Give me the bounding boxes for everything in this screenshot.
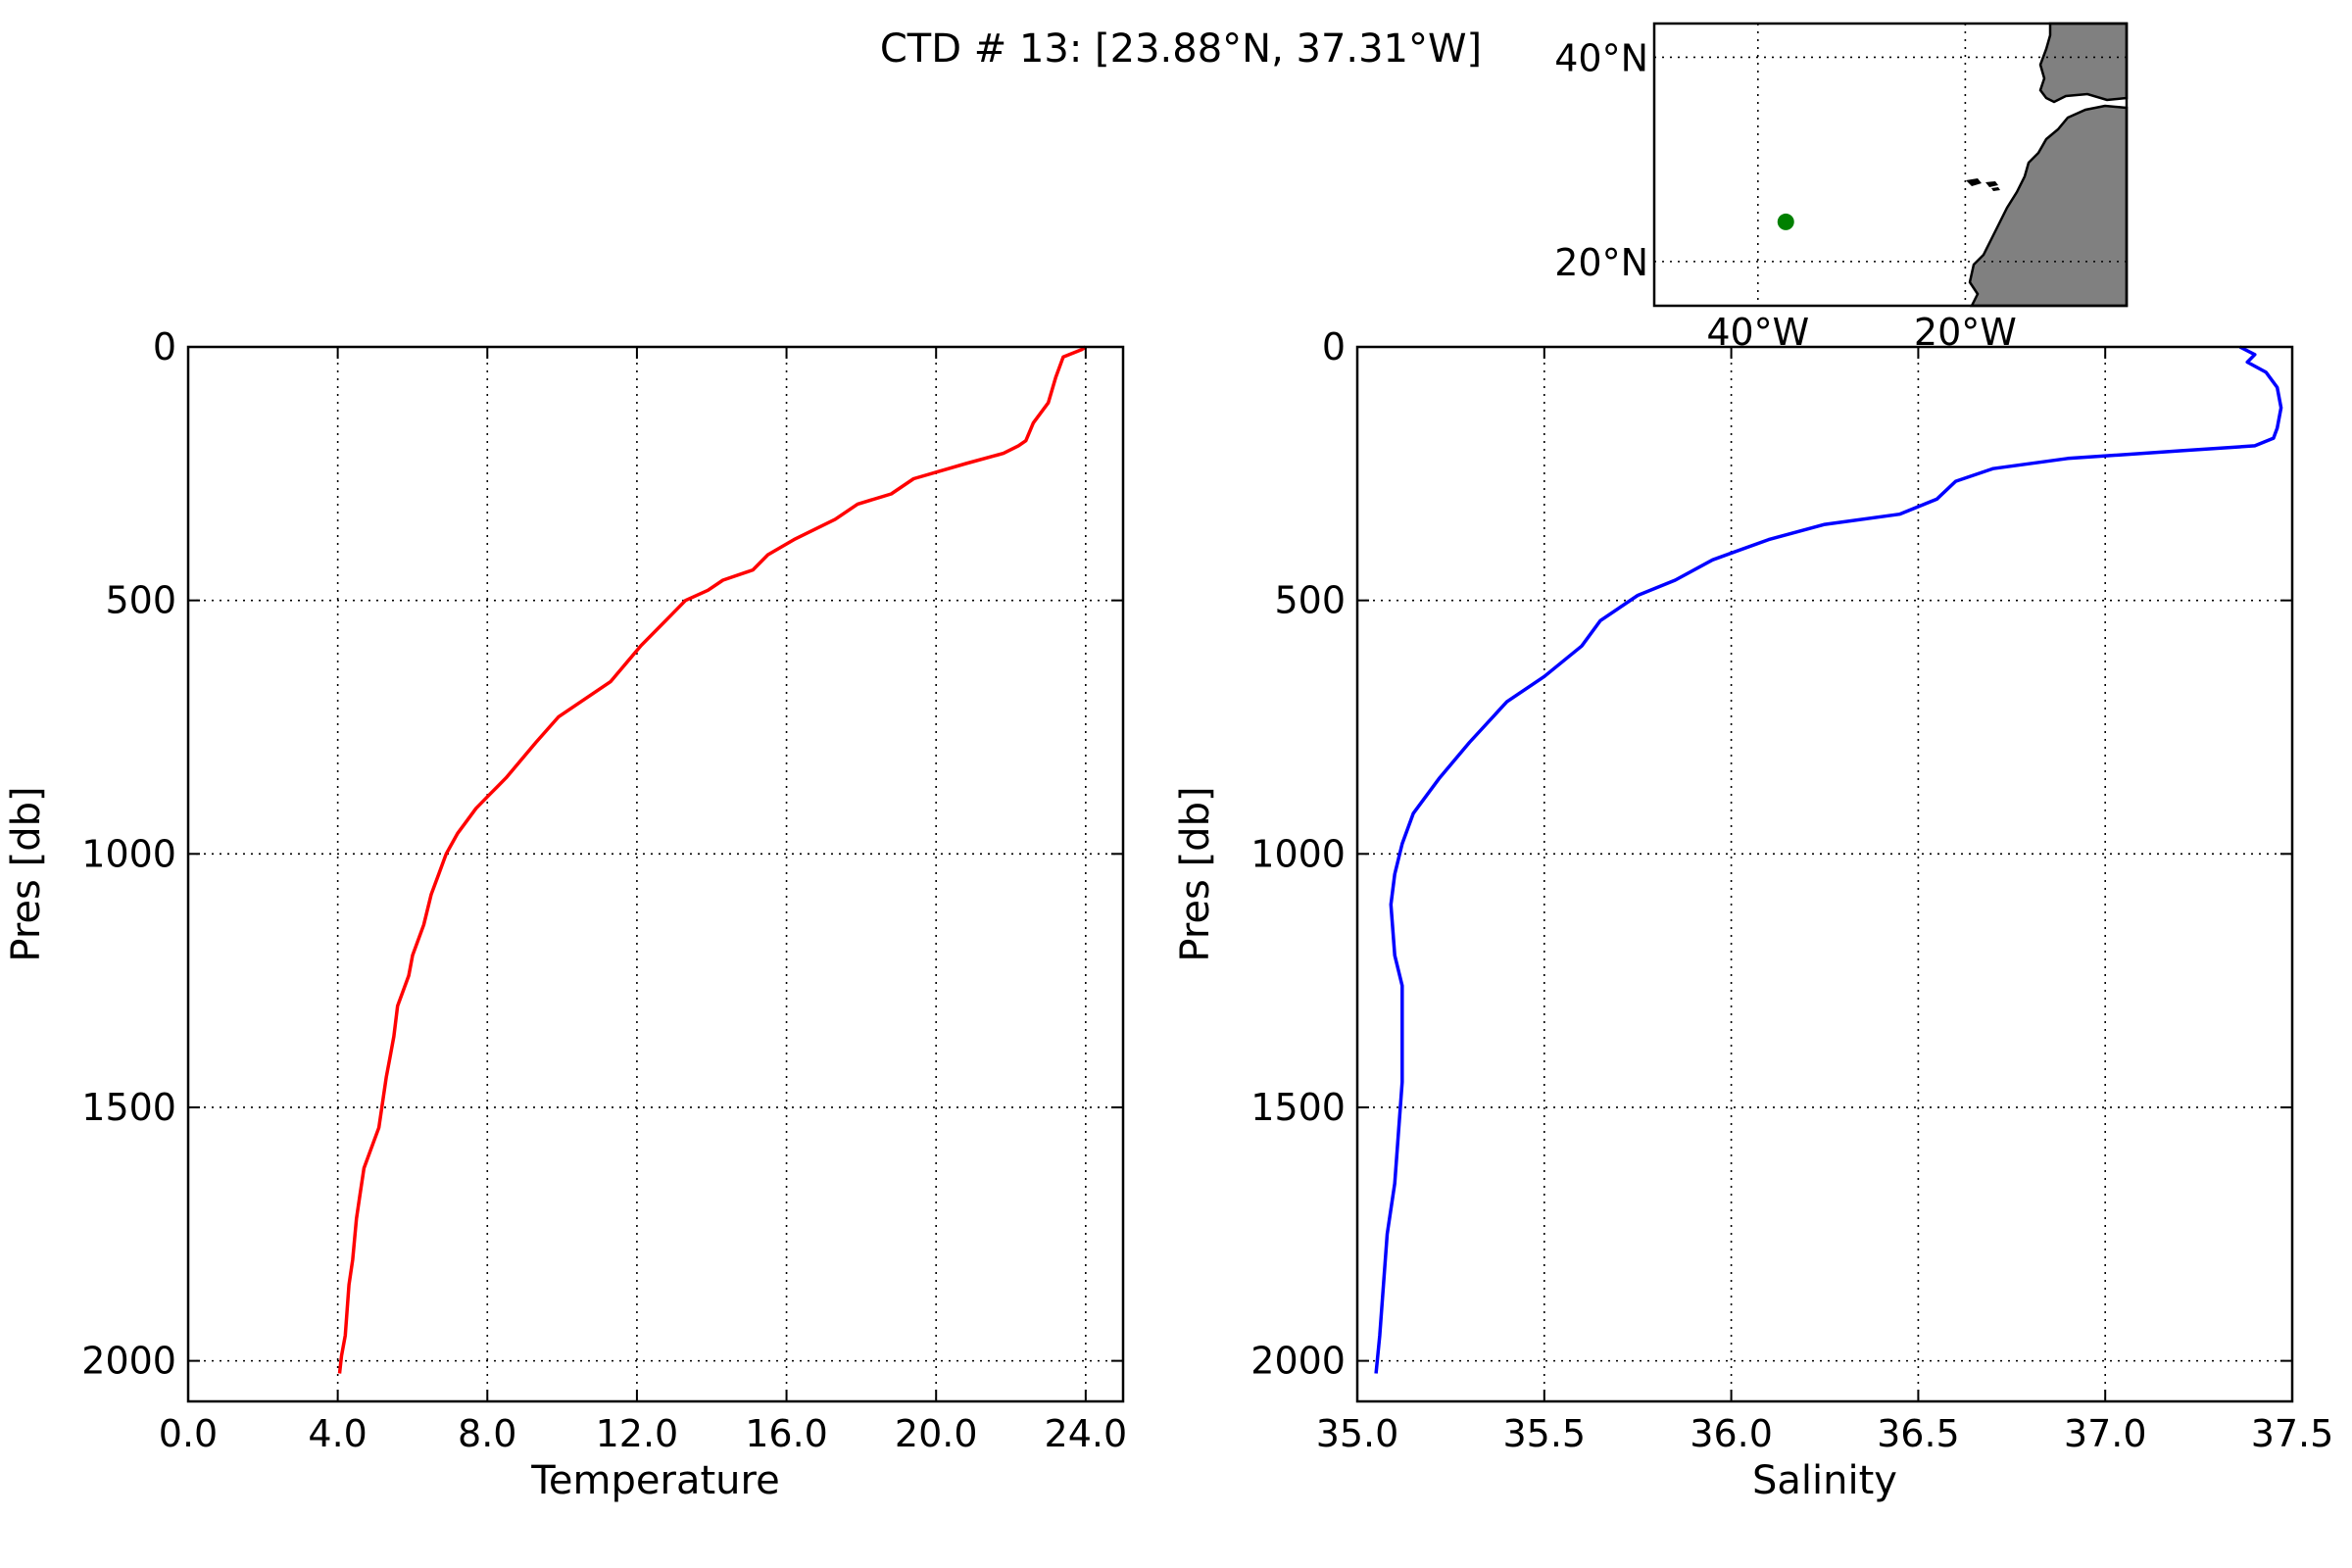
temperature-x-tick-label: 4.0	[308, 1412, 367, 1455]
salinity-x-tick-label: 37.5	[2251, 1412, 2334, 1455]
temperature-ticks: 0.0 4.0 8.0 12.0 16.0 20.0 24.0 0 500 1000 1500 200…	[81, 325, 1127, 1455]
temperature-y-tick-label: 1500	[81, 1086, 176, 1129]
station-marker	[1777, 213, 1794, 230]
temperature-x-tick-label: 0.0	[159, 1412, 218, 1455]
salinity-x-tick-label: 35.5	[1502, 1412, 1586, 1455]
map-frame	[1652, 22, 2129, 308]
canary-island-1	[1966, 178, 1982, 186]
salinity-y-tick-label: 1500	[1250, 1086, 1346, 1129]
land-mass-africa	[1968, 104, 2129, 308]
temperature-x-axis-label: Temperature	[530, 1458, 779, 1503]
temperature-x-tick-label: 12.0	[596, 1412, 679, 1455]
map-graticule	[1654, 24, 2127, 306]
temperature-x-tick-label: 16.0	[745, 1412, 828, 1455]
salinity-axes-frame	[1355, 345, 2294, 1403]
salinity-y-tick-label: 0	[1322, 325, 1346, 368]
map-lat-label: 40°N	[1554, 36, 1648, 79]
temperature-grid	[187, 346, 1123, 1401]
land-mass-iberia	[2038, 22, 2129, 104]
canary-island-2	[1985, 181, 1998, 187]
figure-title: CTD # 13: [23.88°N, 37.31°W]	[880, 26, 1482, 72]
salinity-x-tick-label: 36.0	[1690, 1412, 1773, 1455]
salinity-x-tick-label: 36.5	[1877, 1412, 1960, 1455]
temperature-profile-line	[337, 345, 1087, 1374]
temperature-x-tick-label: 24.0	[1045, 1412, 1128, 1455]
salinity-x-tick-label: 37.0	[2064, 1412, 2147, 1455]
salinity-y-tick-label: 1000	[1250, 832, 1346, 875]
salinity-profile-line	[1374, 345, 2283, 1374]
temperature-y-tick-label: 1000	[81, 832, 176, 875]
salinity-x-tick-label: 35.0	[1316, 1412, 1399, 1455]
temperature-y-axis-label: Pres [db]	[4, 786, 49, 961]
salinity-x-axis-label: Salinity	[1752, 1458, 1897, 1503]
salinity-y-tick-label: 2000	[1250, 1340, 1346, 1383]
temperature-axes-frame	[186, 345, 1125, 1403]
salinity-y-axis-label: Pres [db]	[1173, 786, 1218, 961]
temperature-x-tick-label: 20.0	[895, 1412, 978, 1455]
canary-island-3	[1991, 187, 2000, 191]
temperature-panel: 0.0 4.0 8.0 12.0 16.0 20.0 24.0 0 500 1000 1500 200…	[4, 325, 1127, 1503]
salinity-ticks: 35.0 35.5 36.0 36.5 37.0 37.5 0 500 1000 1500 2000	[1250, 325, 2333, 1455]
salinity-panel: 35.0 35.5 36.0 36.5 37.0 37.5 0 500 1000 1500 2000…	[1173, 325, 2333, 1503]
map-lat-label: 20°N	[1554, 241, 1648, 284]
temperature-x-tick-label: 8.0	[458, 1412, 516, 1455]
temperature-y-tick-label: 2000	[81, 1340, 176, 1383]
temperature-y-tick-label: 500	[105, 579, 176, 622]
salinity-y-tick-label: 500	[1274, 579, 1346, 622]
temperature-y-tick-label: 0	[153, 325, 176, 368]
